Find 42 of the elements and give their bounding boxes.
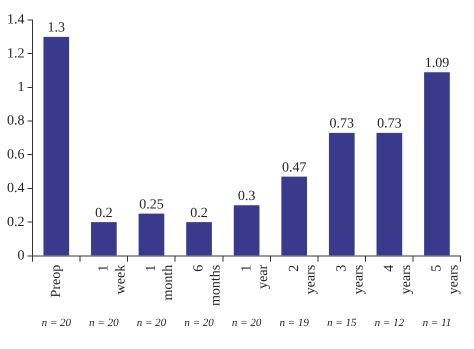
text: n = 19	[279, 316, 310, 329]
data-label: 0.47	[282, 160, 306, 176]
x-tick-label: 4 years	[382, 264, 414, 294]
x-tick-label: 3 years	[334, 264, 366, 294]
bar	[424, 72, 450, 256]
y-tick-label: 0.6	[7, 147, 24, 162]
data-label: 0.25	[139, 197, 164, 212]
data-label: 0.73	[377, 116, 402, 132]
bar	[43, 36, 70, 256]
data-label: 0.2	[190, 206, 208, 221]
bar	[376, 132, 402, 256]
data-label: 1.09	[424, 56, 450, 71]
y-tick-label: 0.8	[7, 114, 24, 129]
data-label: 0.3	[238, 188, 256, 204]
text: n = 20	[89, 316, 120, 329]
text: n = 20	[136, 316, 167, 329]
y-tick-label: 1.4	[7, 12, 24, 28]
x-tick-label: Preop	[48, 264, 64, 298]
y-tick-label: 0.4	[7, 181, 24, 196]
y-tick-label: 0.2	[7, 214, 24, 230]
bar	[328, 132, 355, 256]
bar	[281, 176, 308, 256]
y-tick-label: 1.2	[7, 46, 24, 62]
text: n = 11	[422, 316, 452, 329]
x-tick-label: 2 years	[286, 264, 319, 294]
x-tick-label: 1 week	[96, 264, 128, 294]
bar	[91, 222, 117, 256]
text: n = 20	[42, 316, 72, 329]
x-tick-label: 5 years	[430, 264, 462, 294]
y-tick-label: 1	[18, 80, 24, 96]
text: n = 12	[374, 316, 405, 329]
text: n = 20	[232, 316, 262, 329]
bar	[138, 214, 164, 256]
bar	[186, 222, 212, 256]
data-label: 0.73	[330, 116, 354, 132]
text: n = 20	[184, 316, 214, 329]
data-label: 0.2	[95, 206, 113, 221]
text: n = 15	[327, 316, 357, 329]
x-tick-label: 1 year	[239, 264, 272, 289]
bar	[234, 205, 260, 256]
data-label: 1.3	[48, 20, 66, 36]
y-tick-label: 0	[18, 248, 24, 264]
